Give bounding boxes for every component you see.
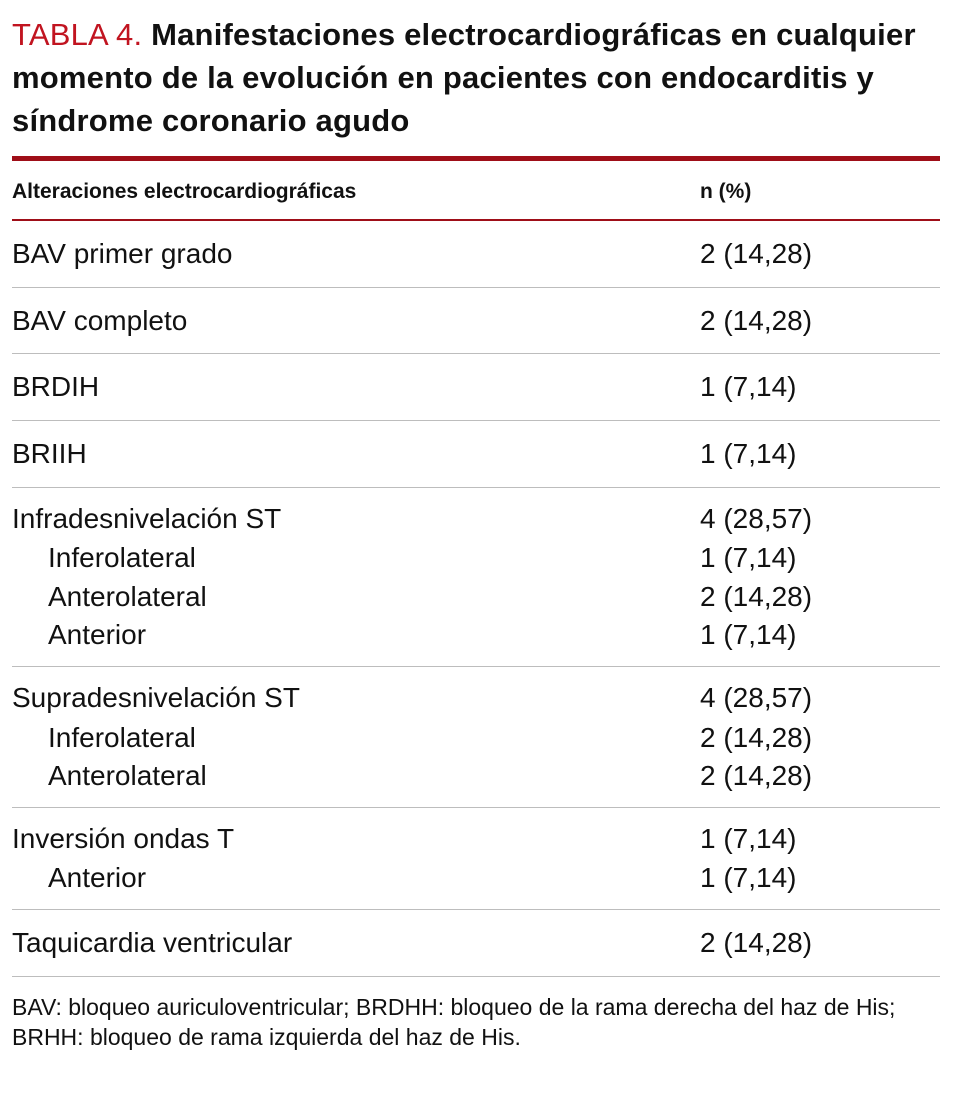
table-subrow: Inferolateral 1 (7,14): [12, 541, 940, 575]
row-value: 4 (28,57): [700, 682, 813, 714]
table-row: BRIIH 1 (7,14): [12, 421, 940, 488]
row-label: BAV primer grado: [12, 238, 233, 270]
row-label: Taquicardia ventricular: [12, 927, 293, 959]
table-subrow: Anterior 1 (7,14): [12, 618, 940, 652]
table-row: Supradesnivelación ST 4 (28,57): [12, 681, 940, 715]
table-row-group: Supradesnivelación ST 4 (28,57) Inferola…: [12, 667, 940, 808]
table-subrow: Anterolateral 2 (14,28): [12, 580, 940, 614]
row-value: 1 (7,14): [700, 371, 797, 403]
column-header-alterations: Alteraciones electrocardiográficas: [12, 180, 357, 204]
row-label: Anterior: [48, 619, 147, 651]
table-row: Taquicardia ventricular 2 (14,28): [12, 910, 940, 977]
row-value: 2 (14,28): [700, 238, 813, 270]
row-label: Inversión ondas T: [12, 822, 235, 854]
table-row-group: Inversión ondas T 1 (7,14) Anterior 1 (7…: [12, 808, 940, 911]
row-label: Infradesnivelación ST: [12, 502, 282, 534]
table-subrow: Anterolateral 2 (14,28): [12, 759, 940, 793]
row-value: 2 (14,28): [700, 760, 813, 792]
table-number: TABLA 4.: [12, 17, 143, 52]
row-value: 1 (7,14): [700, 438, 797, 470]
table-title: TABLA 4. Manifestaciones electrocardiogr…: [12, 14, 940, 142]
row-value: 2 (14,28): [700, 580, 813, 612]
table-footnote: BAV: bloqueo auriculoventricular; BRDHH:…: [12, 993, 896, 1051]
row-label: Anterior: [48, 862, 147, 894]
table-row: BAV primer grado 2 (14,28): [12, 221, 940, 288]
row-label: BRDIH: [12, 371, 100, 403]
table-row-group: Infradesnivelación ST 4 (28,57) Inferola…: [12, 488, 940, 668]
row-value: 1 (7,14): [700, 619, 797, 651]
table-row: BAV completo 2 (14,28): [12, 288, 940, 355]
column-header-n-percent: n (%): [700, 180, 752, 204]
row-label: Inferolateral: [48, 542, 196, 574]
table-caption: Manifestaciones electrocardiográficas en…: [12, 17, 916, 138]
row-label: Anterolateral: [48, 580, 207, 612]
title-rule: [12, 156, 940, 162]
row-value: 1 (7,14): [700, 862, 797, 894]
table-subrow: Anterior 1 (7,14): [12, 861, 940, 895]
row-label: Supradesnivelación ST: [12, 682, 300, 714]
row-value: 4 (28,57): [700, 502, 813, 534]
row-label: BRIIH: [12, 438, 87, 470]
row-label: BAV completo: [12, 304, 188, 336]
table-row: Inversión ondas T 1 (7,14): [12, 822, 940, 856]
table-row: Infradesnivelación ST 4 (28,57): [12, 502, 940, 536]
row-value: 1 (7,14): [700, 542, 797, 574]
table-row: BRDIH 1 (7,14): [12, 354, 940, 422]
row-value: 1 (7,14): [700, 822, 797, 854]
row-label: Anterolateral: [48, 760, 207, 792]
row-value: 2 (14,28): [700, 927, 813, 959]
table-subrow: Inferolateral 2 (14,28): [12, 721, 940, 755]
table-header-row: Alteraciones electrocardiográficas n (%): [12, 161, 940, 222]
row-label: Inferolateral: [48, 721, 196, 753]
row-value: 2 (14,28): [700, 304, 813, 336]
row-value: 2 (14,28): [700, 721, 813, 753]
